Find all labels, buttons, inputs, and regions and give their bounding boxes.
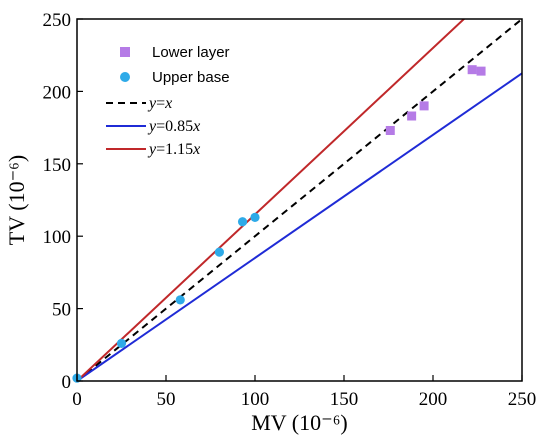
y-tick-label-2: 100 [43, 227, 72, 248]
y-tick-label-4: 200 [43, 82, 72, 103]
upper-base-point-2 [116, 338, 127, 348]
legend-symbol-1 [120, 47, 130, 57]
x-tick-label-3: 150 [330, 389, 359, 410]
lower-layer-point-4 [467, 65, 477, 75]
legend-label-2: Upper base [152, 69, 230, 86]
y-tick-label-0: 0 [62, 372, 72, 393]
y-axis-label: TV (10⁻⁶) [4, 155, 29, 245]
x-axis-label: MV (10⁻⁶) [251, 410, 348, 435]
x-tick-label-2: 100 [241, 389, 270, 410]
legend-label-3: y=x [147, 95, 172, 112]
legend-symbol-2 [120, 72, 130, 82]
reference-lines [77, 19, 522, 381]
y-tick-label-1: 50 [52, 300, 71, 321]
x-tick-label-5: 250 [508, 389, 537, 410]
series-line-3 [77, 19, 466, 381]
lower-layer-point-1 [385, 125, 395, 135]
axis-ticks: 0 50 100 150 200 250 0 50 100 150 200 250 [43, 10, 537, 410]
lower-layer-point-3 [419, 101, 429, 111]
lower-layer-point-5 [476, 66, 486, 76]
y-tick-label-3: 150 [43, 155, 72, 176]
upper-base-point-5 [237, 217, 248, 227]
legend-label-4: y=0.85x [147, 118, 200, 135]
y-tick-label-5: 250 [43, 10, 72, 31]
legend-label-1: Lower layer [152, 44, 230, 61]
series-line-1 [77, 19, 522, 381]
lower-layer-point-2 [407, 111, 417, 121]
upper-base-point-4 [214, 247, 224, 257]
upper-base-point-3 [175, 295, 185, 305]
series-line-2 [77, 72, 522, 381]
x-tick-label-0: 0 [72, 389, 82, 410]
x-tick-label-4: 200 [419, 389, 448, 410]
legend: Lower layer Upper base y=x y=0.85x y=1.15x [106, 44, 230, 158]
upper-base-point-6 [250, 212, 260, 222]
data-points [72, 65, 486, 383]
x-tick-label-1: 50 [157, 389, 176, 410]
plot-frame [76, 18, 523, 382]
legend-label-5: y=1.15x [147, 141, 200, 158]
